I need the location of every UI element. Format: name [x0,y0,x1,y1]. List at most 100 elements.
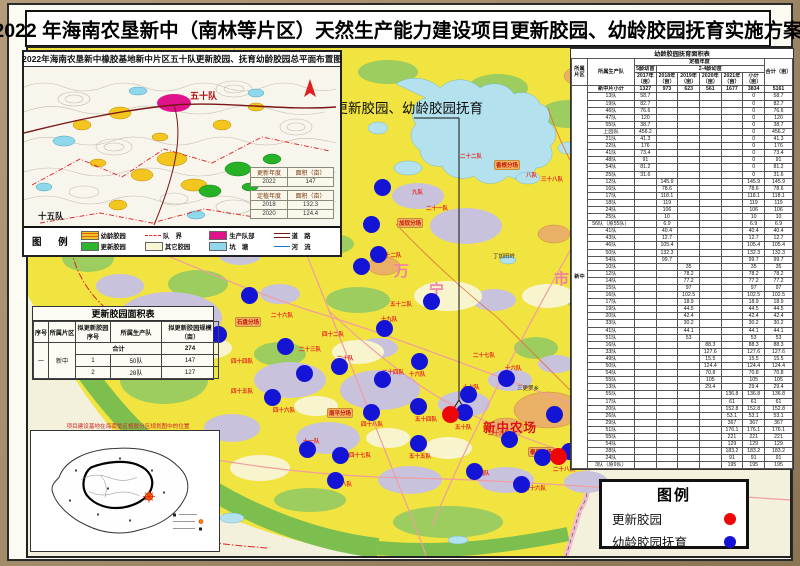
inset-legend-title: 图 例 [32,236,75,248]
cultivation-cell: 105 [742,376,765,385]
cultivation-cell [677,255,700,264]
renewal-header: 所属生产队 [110,321,162,343]
cultivation-cell: 53.1 [764,411,793,420]
cultivation-cell: 132.3 [764,248,793,257]
cultivation-cell [720,347,744,356]
cultivation-cell [698,99,722,108]
cultivation-cell [634,198,657,207]
table-row: 43队 12.7 12.7 12.7 [572,234,793,243]
cultivation-cell [720,198,744,207]
cultivation-cell [655,106,679,115]
cultivation-cell [677,220,700,229]
cultivation-cell: 127.6 [764,347,793,356]
cultivation-cell [655,120,679,129]
young-plantation-dot [409,434,427,452]
table-row: 25队 31.6 0 31.6 [572,170,793,179]
stats-cell: 面积（亩） [287,167,334,178]
map-label-team: 十六队 [505,366,522,372]
cultivation-cell [634,248,657,257]
map-label-team: 二十六队 [271,313,294,319]
table-row: 50队 132.3 132.3 132.3 [572,248,793,257]
table-row: 26队 53.1 53.1 53.1 [572,411,793,420]
inset-legend-item: 队 界 [144,231,207,240]
map-overlay: 50队更新胶园、幼龄胶园抚育 五十二队二队二十二队香根分场四十队三十八队七队八队… [28,48,790,556]
stats-cell: 定植年度 [249,190,289,201]
stats-cell: 2022 [249,177,289,187]
cultivation-cell: 48队 [587,156,635,165]
table-row: 24队 91 91 91 [572,454,793,463]
inset-corner-label: 十五队 [38,211,64,221]
young-plantation-dot [500,430,518,448]
cultivation-cell: 0 [742,135,765,144]
young-plantation-dot [369,245,387,263]
cultivation-cell: 152.8 [720,404,744,413]
cultivation-cell [634,298,657,307]
cultivation-cell [698,241,722,250]
cultivation-cell [634,213,657,222]
map-label-team: 十六队 [409,372,426,378]
cultivation-cell: 53.1 [720,411,744,420]
cultivation-cell [634,262,657,271]
cultivation-cell: 176 [764,142,793,151]
cultivation-cell: 124.4 [698,362,722,371]
table-row: 51队 176.1 176.1 176.1 [572,425,793,434]
map-label-team: 五十四队 [415,417,438,423]
cultivation-cell: 24队 [587,454,635,463]
young-plantation-dot [298,440,316,458]
cultivation-cell [677,461,700,470]
stats-cell: 147 [287,177,334,187]
cultivation-cell: 0 [742,99,765,108]
cultivation-cell: 21队 [587,135,635,144]
cultivation-cell [698,432,722,442]
cultivation-cell [698,291,722,300]
cultivation-cell [698,184,722,193]
renewal-table-title: 更新胶园面积表 [33,307,213,321]
young-plantation-dot [497,369,515,387]
cultivation-cell: 22队 [587,142,635,151]
young-plantation-dot [330,357,348,375]
cultivation-cell: 10队 [587,262,635,271]
cultivation-cell [720,156,744,165]
cultivation-cell: 29.4 [742,383,765,392]
cultivation-cell: 367 [742,418,765,427]
cultivation-cell: 15.5 [764,354,793,364]
table-row: 41队 73.4 0 73.4 [572,149,793,158]
cultivation-cell: 18.9 [677,298,700,307]
cultivation-cell: 61 [720,397,744,406]
cultivation-cell [698,213,722,222]
cultivation-cell: 42.4 [764,312,793,321]
inset-legend-item: 生产队部 [209,230,271,240]
inset-stats-table: 更新年度 面积（亩） 2022 147 [249,167,334,187]
cultivation-cell [677,369,700,378]
inset-legend-item: 道 路 [273,231,336,240]
cultivation-cell: 132.3 [742,248,765,257]
cultivation-cell [720,135,744,144]
cultivation-cell [698,283,722,293]
cultivation-cell: 106 [655,205,679,215]
renewal-area-table: 更新胶园面积表 序号 所属片区 拟更新胶园序号 所属生产队 拟更新胶园规模（亩） 一新中合… [32,306,219,380]
cultivation-cell [634,319,657,328]
table-row: 13队 58.7 0 58.7 [572,92,793,101]
cultivation-cell: 44.1 [742,326,765,335]
cultivation-cell: 221 [742,432,765,442]
cultivation-cell [677,241,700,250]
cultivation-cell: 129 [720,440,744,449]
cultivation-cell [698,269,722,278]
cultivation-cell: 105 [764,376,793,385]
cultivation-cell [720,163,744,172]
cultivation-cell [720,213,744,222]
cultivation-cell: 46队 [587,106,635,115]
cultivation-cell [634,305,657,314]
map-label-team: 二十七队 [473,353,496,359]
cultivation-cell [698,440,722,449]
cultivation-cell: 78.2 [764,269,793,278]
cultivation-header: 2018年（亩） [655,72,679,87]
cultivation-cell: 38.7 [634,120,657,129]
cultivation-cell: 17队 [587,191,635,200]
cultivation-cell: 118.1 [764,191,793,200]
table-row: 20队 42.4 42.4 42.4 [572,312,793,321]
cultivation-cell: 29.4 [764,383,793,392]
map-label-team: 八队 [526,173,538,179]
cultivation-cell: 30.2 [677,319,700,328]
cultivation-cell [634,326,657,335]
